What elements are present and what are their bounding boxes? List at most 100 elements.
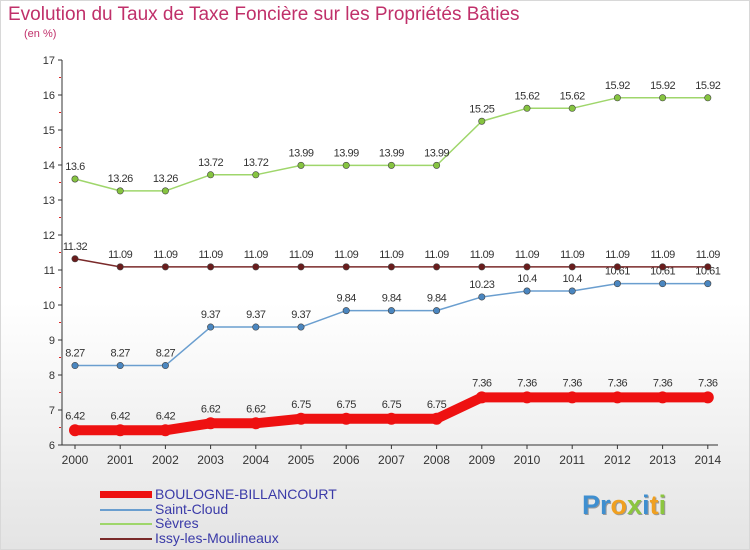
y-tick-label: 10 — [43, 300, 55, 312]
y-tick-label: 11 — [44, 265, 55, 277]
data-point — [659, 94, 667, 102]
data-label: 10.61 — [650, 266, 675, 278]
data-label: 13.72 — [198, 157, 223, 169]
data-label: 7.36 — [608, 377, 628, 389]
data-point — [523, 104, 531, 112]
data-point — [433, 263, 441, 271]
data-point — [523, 287, 531, 295]
logo-letter: t — [649, 490, 659, 520]
x-tick-label: 2002 — [152, 453, 179, 467]
data-point — [611, 391, 624, 404]
y-tick-label: 15 — [43, 125, 55, 137]
data-label: 8.27 — [156, 348, 176, 360]
data-point — [207, 263, 215, 271]
proxiti-logo: Proxiti — [582, 490, 666, 521]
data-point — [659, 263, 667, 271]
data-label: 6.75 — [291, 399, 311, 411]
x-tick-label: 2005 — [288, 453, 315, 467]
data-label: 11.09 — [198, 249, 223, 261]
data-label: 6.75 — [427, 399, 447, 411]
y-tick-label: 8 — [49, 370, 55, 382]
x-tick-label: 2006 — [333, 453, 360, 467]
data-point — [342, 307, 350, 315]
x-tick-label: 2013 — [649, 453, 676, 467]
data-label: 9.84 — [336, 293, 356, 305]
data-label: 10.23 — [469, 279, 494, 291]
data-point — [656, 391, 669, 404]
logo-letter: P — [582, 490, 601, 520]
data-point — [342, 263, 350, 271]
data-label: 15.62 — [560, 90, 585, 102]
data-label: 6.75 — [382, 399, 402, 411]
logo-letter: i — [642, 490, 650, 520]
data-label: 11.09 — [153, 249, 178, 261]
legend-swatch — [100, 508, 152, 511]
data-label: 6.75 — [336, 399, 356, 411]
data-label: 11.09 — [244, 249, 269, 261]
data-point — [71, 362, 79, 370]
data-label: 15.92 — [695, 80, 720, 92]
data-label: 9.37 — [201, 309, 221, 321]
data-label: 11.09 — [289, 249, 314, 261]
x-tick-label: 2010 — [514, 453, 541, 467]
data-point — [249, 417, 262, 430]
y-tick-label: 13 — [43, 195, 55, 207]
logo-letter: i — [658, 490, 667, 520]
data-label: 13.99 — [334, 147, 359, 159]
x-tick-label: 2007 — [378, 453, 405, 467]
data-point — [613, 263, 621, 271]
data-point — [161, 362, 169, 370]
data-point — [704, 280, 712, 288]
data-label: 11.32 — [63, 241, 88, 253]
data-point — [387, 263, 395, 271]
legend-swatch — [100, 523, 152, 525]
data-point — [478, 263, 486, 271]
data-point — [71, 175, 79, 183]
data-point — [340, 412, 353, 425]
data-point — [385, 412, 398, 425]
data-point — [613, 280, 621, 288]
data-label: 15.25 — [469, 103, 494, 115]
data-label: 15.92 — [650, 80, 675, 92]
y-tick-label: 17 — [43, 55, 55, 67]
data-point — [114, 424, 127, 437]
data-point — [523, 263, 531, 271]
logo-letter: x — [627, 490, 643, 520]
data-point — [252, 263, 260, 271]
data-label: 8.27 — [110, 348, 130, 360]
data-point — [701, 391, 714, 404]
data-label: 13.99 — [379, 147, 404, 159]
legend-label: BOULOGNE-BILLANCOURT — [155, 486, 337, 502]
data-label: 6.62 — [201, 403, 221, 415]
data-point — [116, 362, 124, 370]
data-point — [342, 161, 350, 169]
data-point — [566, 391, 579, 404]
data-label: 8.27 — [65, 348, 85, 360]
data-label: 9.37 — [246, 309, 266, 321]
x-tick-label: 2001 — [107, 453, 134, 467]
data-label: 11.09 — [696, 249, 721, 261]
data-label: 15.62 — [514, 90, 539, 102]
x-tick-label: 2012 — [604, 453, 631, 467]
y-tick-label: 12 — [43, 230, 55, 242]
data-point — [521, 391, 533, 404]
data-point — [161, 263, 169, 271]
data-label: 13.72 — [243, 157, 268, 169]
chart-title: Evolution du Taux de Taxe Foncière sur l… — [8, 4, 520, 25]
x-tick-label: 2011 — [559, 453, 585, 467]
data-label: 11.09 — [560, 249, 585, 261]
data-label: 13.99 — [424, 147, 449, 159]
data-label: 6.42 — [110, 410, 130, 422]
data-label: 11.09 — [334, 249, 359, 261]
data-point — [387, 307, 395, 315]
data-point — [159, 424, 172, 437]
x-tick-label: 2004 — [242, 453, 269, 467]
x-tick-label: 2003 — [197, 453, 224, 467]
data-label: 13.26 — [153, 173, 178, 185]
data-label: 7.36 — [653, 377, 673, 389]
y-tick-label: 6 — [49, 440, 55, 452]
data-point — [568, 287, 576, 295]
data-point — [568, 263, 576, 271]
